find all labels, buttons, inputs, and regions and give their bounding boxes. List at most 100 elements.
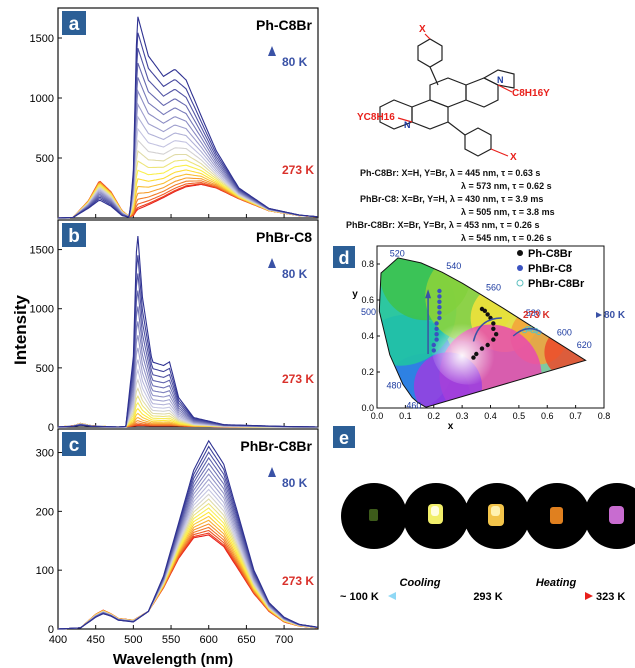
y-tick-label: 0.4 [361,331,374,341]
spectrum-curve [57,439,318,630]
cie-point-phbr-c8 [434,321,439,326]
hot-temp-label: 273 K [282,372,314,386]
y-tick-label: 0.8 [361,259,374,269]
spectrum-panel-phbr-c8br: c PhBr-C8Br 0 100 200 300 400 450 500 550 600 650 70… [36,428,319,646]
x-tick-label: 0.2 [427,411,440,421]
cie-point-ph-c8br [474,351,479,357]
legend-label: PhBr-C8Br [528,278,585,290]
x-tick-label: 0.5 [513,411,526,421]
cie-x-label: x [448,421,454,432]
compound-label: Ph-C8Br [256,17,313,33]
legend-marker [517,250,523,256]
x-tick-label: 0.4 [484,411,497,421]
cie-point-ph-c8br [471,355,476,360]
note-line: PhBr-C8Br: X=Br, Y=Br, λ = 453 nm, τ = 0… [346,220,539,230]
x-tick-label: 0.6 [541,411,554,421]
cold-temp-label: 80 K [282,476,308,490]
temperature-arrowhead [268,46,276,56]
compound-label: PhBr-C8Br [240,438,312,454]
cie-point-phbr-c8 [437,288,442,294]
structure-notes: Ph-C8Br: X=H, Y=Br, λ = 445 nm, τ = 0.63… [346,168,555,243]
led-glow-core [431,506,439,516]
x-tick-label: 600 [200,634,218,646]
temp-to-label: 80 K [604,310,626,321]
panel-label-e-box [333,426,355,448]
cie-point-phbr-c8 [434,337,439,342]
cie-white-point [431,312,504,385]
x-tick-label: 500 [124,634,142,646]
y-tick-label: 1000 [30,93,54,105]
wavelength-label: 540 [446,261,461,271]
spectrum-curve [57,16,318,219]
wavelength-label: 460 [406,400,421,410]
x-tick-label: 0.3 [456,411,469,421]
chain-label-top: C8H16Y [512,88,550,99]
x-tick-label: 400 [49,634,67,646]
spectrum-panel-phbr-c8: b PhBr-C8 0 500 1000 1500 80 K 273 K [30,219,319,434]
panel-label-e: e [339,428,349,448]
panel-label-d: d [339,248,350,268]
trend-arrow [512,327,542,337]
x-tick-label: 0.7 [569,411,582,421]
y-tick-label: 1500 [30,245,54,257]
cie-point-ph-c8br [485,342,490,348]
cie-panel: 0.0 0.1 0.2 0.3 0.4 0.5 0.6 0.7 0.8 0.0 0.2 0.4 0.6 0… [352,245,626,432]
chemical-structure [379,33,515,157]
legend-marker [516,279,524,287]
cie-point-phbr-c8 [437,315,442,321]
wavelength-label: 480 [387,381,402,391]
led-glow [609,506,624,524]
x-axis-label: Wavelength (nm) [113,651,233,668]
y-tick-label: 1000 [30,304,54,316]
temperature-arrowhead [268,467,276,477]
panel-label-box [62,432,86,456]
cie-point-phbr-c8 [437,305,442,310]
y-tick-label: 0.0 [361,403,374,413]
wavelength-label: 520 [390,249,405,259]
y-tick-label: 1500 [30,33,54,45]
temp-low-label: ~ 100 K [340,591,379,603]
trend-arrow [472,317,502,342]
cie-point-phbr-c8 [437,299,442,304]
trend-arrowhead [425,289,432,299]
wavelength-label: 500 [361,307,376,317]
led-glow [550,507,563,524]
cie-point-ph-c8br [491,321,496,326]
panel-label: a [69,14,80,35]
temp-from-label: 273 K [523,310,550,321]
wavelength-label: 560 [486,283,501,293]
chain-label-bottom: YC8H16 [357,112,395,123]
cie-point-phbr-c8 [437,310,442,315]
cold-temp-label: 80 K [282,267,308,281]
cie-point-ph-c8br [479,346,485,351]
cold-temp-label: 80 K [282,55,308,69]
temp-trend-arrowhead [596,312,602,318]
substituent-x-bottom: X [510,152,517,163]
cie-point-phbr-c8 [434,332,439,337]
wavelength-label: 620 [577,340,592,350]
y-tick-label: 500 [36,153,54,165]
substituent-x-top: X [419,24,426,35]
x-tick-label: 0.8 [598,411,611,421]
y-tick-label: 0.2 [361,367,374,377]
y-tick-label: 500 [36,363,54,375]
nitrogen-bottom: N [404,120,411,130]
cie-point-phbr-c8 [431,342,436,348]
wavelength-label: 580 [526,308,541,318]
y-tick-label: 0 [48,624,54,636]
spectrum-panel-ph-c8br: a Ph-C8Br 500 1000 1500 80 K 273 K [30,7,319,219]
cie-point-phbr-c8 [434,326,439,331]
led-glow [369,509,378,521]
legend-label: Ph-C8Br [528,248,573,260]
y-tick-label: 200 [36,506,54,518]
spectrum-curve [57,236,318,428]
hot-temp-label: 273 K [282,163,314,177]
temp-high-label: 323 K [596,591,625,603]
cie-point-ph-c8br [485,312,490,317]
x-tick-label: 0.0 [371,411,384,421]
note-line: PhBr-C8: X=Br, Y=H, λ = 430 nm, τ = 3.9 … [360,194,543,204]
note-line: λ = 573 nm, τ = 0.62 s [461,181,552,191]
panel-label-box [62,223,86,247]
note-line: λ = 505 nm, τ = 3.8 ms [461,207,555,217]
panel-label-d-box [333,246,355,268]
